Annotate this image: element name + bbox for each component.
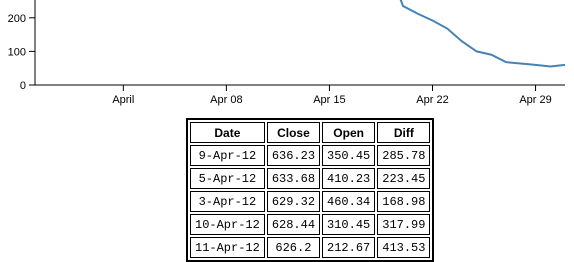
table-cell: 3-Apr-12 xyxy=(190,191,265,212)
column-header: Open xyxy=(322,122,376,143)
table-cell: 413.53 xyxy=(377,237,431,258)
x-tick-label: Apr 22 xyxy=(416,94,448,106)
table-cell: 633.68 xyxy=(266,168,321,189)
table-row: 3-Apr-12 629.32 460.34 168.98 xyxy=(190,191,431,212)
column-header: Date xyxy=(190,122,265,143)
header-row: Date Close Open Diff xyxy=(190,122,431,143)
table-row: 5-Apr-12 633.68 410.23 223.45 xyxy=(190,168,431,189)
y-tick-label: 0 xyxy=(20,80,26,92)
table-cell: 626.2 xyxy=(266,237,321,258)
table-row: 10-Apr-12 628.44 310.45 317.99 xyxy=(190,214,431,235)
table-cell: 410.23 xyxy=(322,168,376,189)
table-cell: 629.32 xyxy=(266,191,321,212)
x-tick-label: Apr 29 xyxy=(519,94,551,106)
data-line xyxy=(399,0,566,68)
table-cell: 212.67 xyxy=(322,237,376,258)
table-cell: 636.23 xyxy=(266,145,321,166)
data-table: Date Close Open Diff 9-Apr-12 636.23 350.45 285… xyxy=(186,118,435,262)
table-cell: 11-Apr-12 xyxy=(190,237,265,258)
table-cell: 310.45 xyxy=(322,214,376,235)
table-row: 9-Apr-12 636.23 350.45 285.78 xyxy=(190,145,431,166)
column-header: Close xyxy=(266,122,321,143)
x-tick-label: Apr 15 xyxy=(313,94,345,106)
table-cell: 168.98 xyxy=(377,191,431,212)
y-tick-label: 200 xyxy=(8,13,26,25)
column-header: Diff xyxy=(377,122,431,143)
table-cell: 285.78 xyxy=(377,145,431,166)
y-tick-label: 100 xyxy=(8,46,26,58)
table-cell: 5-Apr-12 xyxy=(190,168,265,189)
plot-area xyxy=(399,0,566,68)
table-cell: 10-Apr-12 xyxy=(190,214,265,235)
table-cell: 9-Apr-12 xyxy=(190,145,265,166)
table-cell: 350.45 xyxy=(322,145,376,166)
table-cell: 460.34 xyxy=(322,191,376,212)
x-tick-label: April xyxy=(112,94,134,106)
table-cell: 223.45 xyxy=(377,168,431,189)
chart: 0 100 200 April Apr 08 Apr 15 Apr 22 Apr 29 xyxy=(8,0,566,106)
x-tick-label: Apr 08 xyxy=(210,94,242,106)
page: 0 100 200 April Apr 08 Apr 15 Apr 22 Apr 29 Dat… xyxy=(7,0,566,262)
table-cell: 628.44 xyxy=(266,214,321,235)
table-cell: 317.99 xyxy=(377,214,431,235)
table-row: 11-Apr-12 626.2 212.67 413.53 xyxy=(190,237,431,258)
